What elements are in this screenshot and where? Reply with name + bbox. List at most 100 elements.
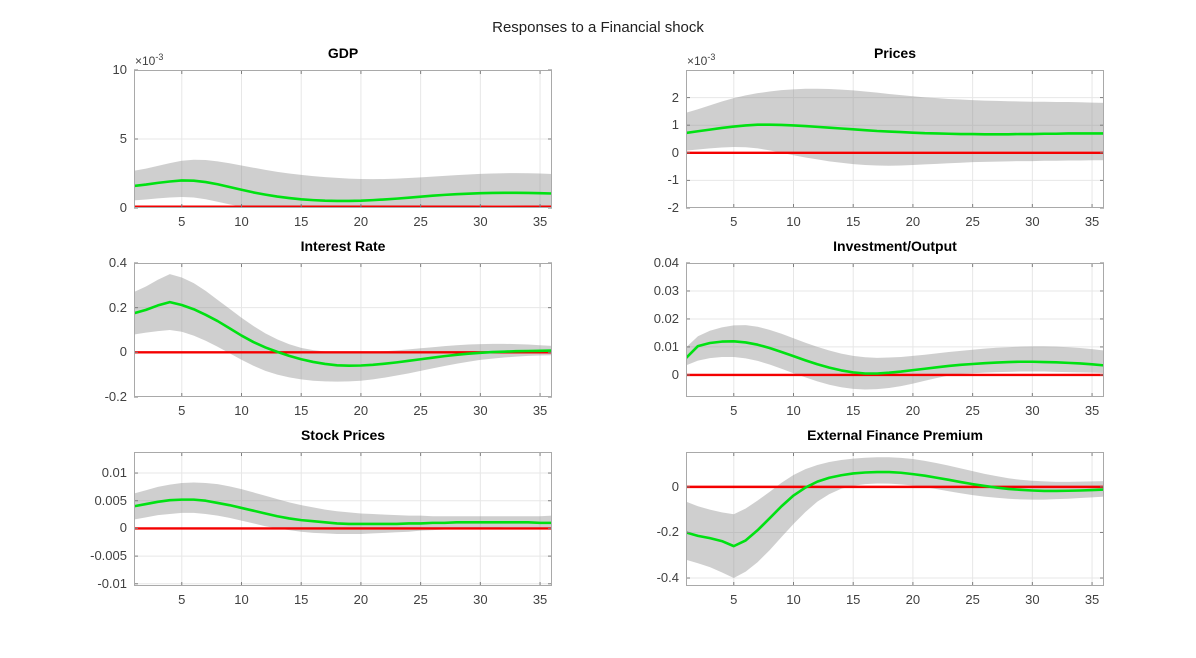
x-tick-label: 15 [293,214,309,229]
x-tick-label: 35 [1084,592,1100,607]
x-tick-label: 10 [786,592,801,607]
y-tick-label: -2 [667,200,679,215]
plot-area [686,70,1104,209]
y-tick-label: 0.03 [653,282,679,298]
x-tick-label: 25 [413,403,428,418]
x-tick-label: 35 [532,592,548,607]
y-tick-label: 0.2 [108,299,127,315]
y-tick-label: -1 [667,172,679,188]
x-tick-label: 10 [786,214,801,229]
median-response-line [134,300,552,368]
y-tick-label: 0.04 [653,255,679,270]
x-tick-label: 5 [178,214,186,229]
y-tick-label: -0.2 [656,524,679,540]
subplot-external-finance-premium: External Finance Premium 5 10 15 20 25 30 35 -0… [657,427,1104,607]
confidence-band [686,325,1104,390]
y-tick-label: 0 [671,478,679,494]
confidence-band [134,482,552,534]
x-tick-label: 20 [905,403,921,418]
y-tick-label: 10 [112,62,127,77]
subplot-title: Stock Prices [300,427,386,443]
y-tick-label: 2 [671,89,679,105]
x-tick-label: 25 [965,403,980,418]
x-tick-label: 30 [1025,592,1040,607]
x-tick-label: 20 [353,592,369,607]
axes-box [134,70,552,208]
y-tick-label: 0 [119,344,127,360]
x-tick-label: 30 [473,214,488,229]
subplot-title: Interest Rate [300,238,386,254]
x-tick-label: 10 [234,592,249,607]
plot-area [134,452,552,586]
median-response-line [134,179,552,203]
x-tick-label: 30 [473,592,488,607]
subplot-investment-output: Investment/Output 5 10 15 20 25 30 35 0 0.01 0.02… [654,238,1104,418]
y-tick-label: 0 [671,144,679,160]
x-tick-label: 15 [845,214,861,229]
subplot-stock-prices: Stock Prices 5 10 15 20 25 30 35 -0.01 -0.005 0 0.… [90,427,552,607]
median-response-line [686,470,1104,548]
x-tick-label: 25 [413,592,428,607]
x-tick-label: 15 [845,592,861,607]
plot-area [686,262,1104,397]
x-tick-label: 20 [353,214,369,229]
x-tick-label: 15 [845,403,861,418]
axes-box [134,452,552,586]
subplot-title: GDP [327,45,359,61]
y-tick-label: 0 [671,366,679,382]
y-tick-label: -0.01 [97,575,127,591]
x-tick-label: 30 [1025,214,1040,229]
x-tick-label: 20 [905,214,921,229]
x-tick-label: 35 [532,403,548,418]
x-tick-label: 5 [178,592,186,607]
x-tick-label: 25 [413,214,428,229]
y-tick-label: 0.01 [653,338,679,354]
x-tick-label: 5 [730,214,738,229]
axes-box [686,263,1104,397]
x-tick-label: 35 [1084,214,1100,229]
subplot-interest-rate: Interest Rate 5 10 15 20 25 30 35 -0.2 0 0.2 0.4 [105,238,552,418]
plot-area [134,69,552,209]
x-tick-label: 5 [730,403,738,418]
y-tick-label: 5 [119,131,127,146]
axis-exponent-label: ×10-3 [687,52,716,68]
x-tick-label: 25 [965,214,980,229]
x-tick-label: 10 [234,214,249,229]
axes-box [686,70,1104,208]
x-tick-label: 5 [178,403,186,418]
x-tick-label: 20 [905,592,921,607]
y-tick-label: 0 [119,200,127,215]
y-tick-label: -0.005 [90,548,127,564]
subplot-title: Prices [873,45,917,61]
figure-title: Responses to a Financial shock [492,19,704,36]
y-tick-label: 0.02 [653,310,679,326]
subplot-title: External Finance Premium [807,427,983,443]
x-tick-label: 10 [786,403,801,418]
y-tick-label: 1 [671,117,679,133]
x-tick-label: 35 [1084,403,1100,418]
y-tick-label: 0 [119,520,127,536]
axes-box [686,452,1104,586]
median-response-line [686,340,1104,375]
y-tick-label: 0.01 [101,465,127,481]
subplot-prices: Prices ×10-3 5 10 15 20 25 30 35 -2 -1 0 1 2 [667,45,1104,229]
y-tick-label: 0.005 [94,492,127,508]
x-tick-label: 20 [353,403,369,418]
x-tick-label: 30 [473,403,488,418]
x-tick-label: 5 [730,592,738,607]
x-tick-label: 10 [234,403,249,418]
x-tick-label: 35 [532,214,548,229]
median-response-line [134,498,552,526]
x-tick-label: 15 [293,592,309,607]
plot-area [686,452,1104,586]
y-tick-label: 0.4 [108,255,127,270]
median-response-line [686,123,1104,136]
subplot-gdp: GDP ×10-3 5 10 15 20 25 30 35 0 5 10 [113,45,552,229]
confidence-band [686,457,1104,579]
plot-area [134,262,552,398]
y-tick-label: -0.4 [656,570,679,586]
axes-box [134,263,552,397]
x-tick-label: 30 [1025,403,1040,418]
x-tick-label: 15 [293,403,309,418]
